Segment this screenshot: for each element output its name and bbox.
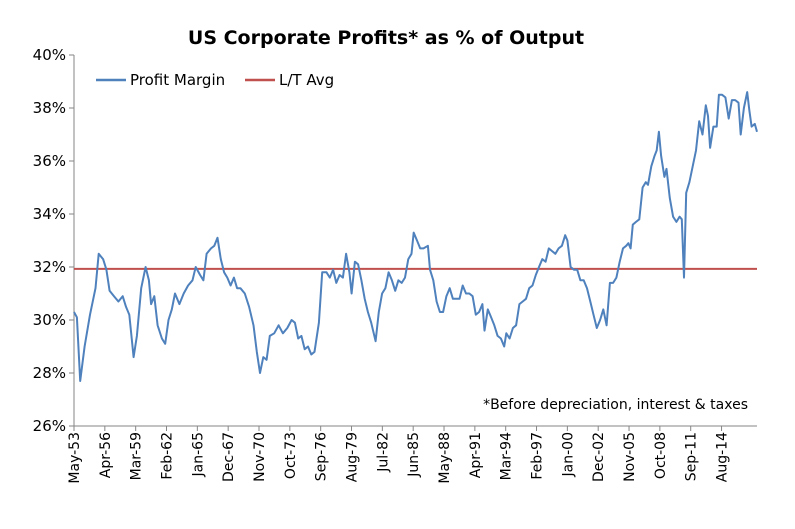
x-tick-label: Dec-02 (591, 432, 607, 482)
x-tick-label: Feb-97 (530, 432, 546, 480)
y-tick-label: 32% (33, 258, 66, 276)
series-line-profit-margin (73, 91, 758, 382)
x-tick-label: Nov-05 (622, 432, 638, 482)
x-tick-label: Jan-00 (560, 432, 576, 477)
y-axis: 26% 28% 30% 32% 34% 36% 38% 40% (33, 46, 75, 435)
legend-label-lt-avg: L/T Avg (279, 71, 334, 89)
y-tick-label: 40% (33, 46, 66, 64)
y-tick-label: 30% (33, 311, 66, 329)
x-tick-label: May-88 (437, 432, 453, 484)
x-tick-label: Jun-85 (406, 432, 422, 478)
y-tick-label: 26% (33, 417, 66, 435)
x-tick-label: Jan-65 (190, 432, 206, 477)
x-tick-label: Jul-82 (375, 432, 391, 473)
plot-area (73, 91, 758, 382)
y-tick-label: 28% (33, 364, 66, 382)
x-tick-label: Apr-56 (98, 432, 114, 478)
x-tick-label: Feb-62 (160, 432, 176, 480)
x-tick-label: Sep-11 (684, 432, 700, 481)
y-tick-label: 36% (33, 152, 66, 170)
legend: Profit Margin L/T Avg (96, 71, 334, 89)
chart-title: US Corporate Profits* as % of Output (188, 27, 584, 49)
x-tick-label: Aug-79 (345, 432, 361, 482)
x-tick-label: Oct-73 (283, 432, 299, 479)
x-tick-label: Dec-67 (221, 432, 237, 482)
x-tick-label: Sep-76 (314, 432, 330, 481)
chart-footnote: *Before depreciation, interest & taxes (483, 397, 748, 413)
x-tick-label: Apr-91 (468, 432, 484, 478)
x-tick-label: Mar-59 (129, 432, 145, 480)
x-tick-label: Nov-70 (252, 432, 268, 482)
x-tick-label: Aug-14 (715, 432, 731, 482)
y-tick-label: 38% (33, 99, 66, 117)
x-tick-label: May-53 (67, 432, 83, 484)
x-tick-label: Oct-08 (653, 432, 669, 479)
legend-label-profit-margin: Profit Margin (130, 71, 225, 89)
y-tick-label: 34% (33, 205, 66, 223)
x-tick-label: Mar-94 (499, 432, 515, 480)
x-axis: May-53 Apr-56 Mar-59 Feb-62 Jan-65 Dec-67 Nov-… (67, 425, 757, 484)
